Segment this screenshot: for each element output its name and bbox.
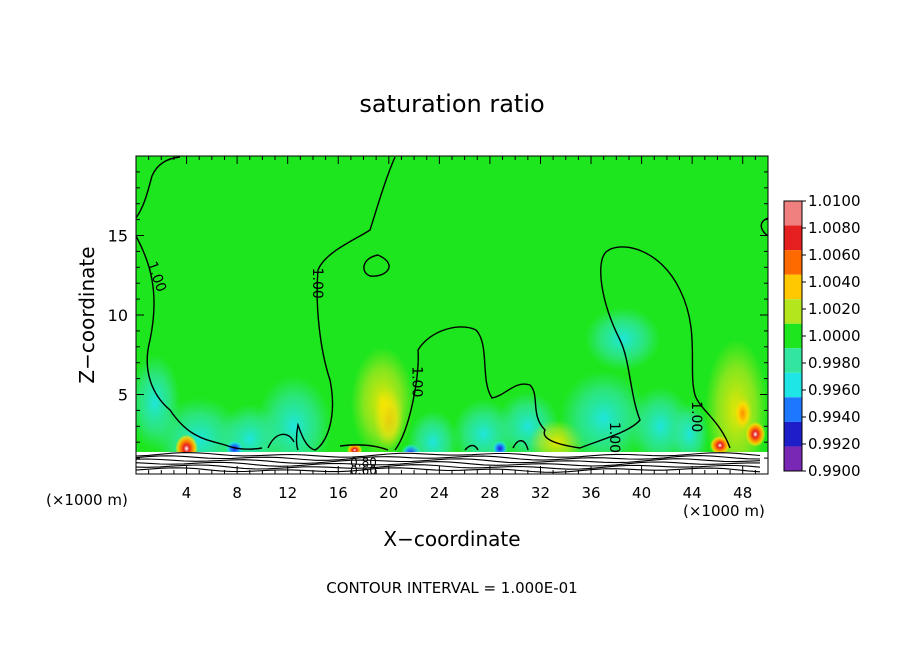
surface-contour-line (136, 458, 761, 464)
y-tick-label: 15 (108, 227, 128, 246)
contour-line (512, 440, 529, 451)
colorbar-segment (784, 250, 802, 275)
contour-label: 1.00 (688, 401, 704, 432)
field-anomaly (350, 346, 415, 459)
contour-line (363, 254, 390, 277)
field-anomaly (136, 354, 181, 451)
x-tick-label: 32 (531, 484, 550, 502)
contour-label: 1.00 (409, 366, 425, 397)
surface-contour-line (136, 461, 760, 467)
surface-contour-line (136, 452, 761, 458)
colorbar-segment (784, 201, 802, 226)
field-anomaly (732, 394, 753, 433)
colorbar-segment (784, 225, 802, 251)
x-tick-label: 36 (581, 484, 600, 502)
y-tick-labels: 5 10 15 (108, 227, 128, 405)
x-unit-label: (×1000 m) (683, 502, 765, 520)
colorbar-segment (784, 323, 802, 349)
x-tick-label: 16 (329, 484, 348, 502)
x-tick-label: 40 (632, 484, 651, 502)
colorbar-label: 0.9940 (808, 408, 861, 426)
contour-interval-note: CONTOUR INTERVAL = 1.000E-01 (326, 579, 577, 597)
contour-line (295, 156, 396, 451)
x-tick-labels: 4 8 12 16 20 24 28 32 36 40 44 48 (182, 484, 752, 502)
colorbar-label: 1.0020 (808, 300, 861, 318)
field-anomaly (559, 370, 648, 467)
colorbar-label: 0.9900 (808, 462, 861, 480)
contour-line (267, 433, 295, 449)
field-anomaly (670, 402, 709, 467)
colorbar-segment (784, 274, 802, 300)
contour-line (339, 444, 389, 451)
colorbar-label: 1.0000 (808, 327, 861, 345)
contour-label: 0.80 (350, 455, 377, 469)
colorbar-segment (784, 421, 802, 447)
chart-title: saturation ratio (359, 90, 544, 118)
contour-line (579, 246, 731, 449)
surface-contour-line (136, 464, 761, 470)
field-anomaly (745, 421, 766, 447)
x-tick-label: 12 (278, 484, 297, 502)
contour-line (464, 444, 479, 451)
z-unit-label: (×1000 m) (46, 491, 128, 509)
x-tick-label: 4 (182, 484, 192, 502)
colorbar-label: 1.0100 (808, 192, 861, 210)
x-axis-label: X−coordinate (383, 527, 520, 551)
field-anomaly (709, 435, 731, 455)
colorbar-segment (784, 348, 802, 373)
contour-line (136, 235, 263, 450)
contour-label: 0.60 (350, 463, 377, 477)
colorbar (783, 200, 806, 472)
contour-line (394, 326, 581, 451)
axis-ticks (135, 155, 769, 475)
contour-line (136, 156, 181, 219)
x-tick-label: 24 (430, 484, 449, 502)
colorbar-segment (784, 372, 802, 398)
contour-label: 1.00 (309, 268, 325, 299)
colorbar-labels: 1.0100 1.0080 1.0060 1.0040 1.0020 1.0000 0.99… (808, 192, 861, 480)
x-tick-label: 48 (733, 484, 752, 502)
plot-area (136, 156, 768, 474)
field-anomaly (584, 307, 661, 371)
contour-label: 1.00 (606, 422, 622, 453)
colorbar-label: 1.0080 (808, 219, 861, 237)
colorbar-segment (784, 446, 802, 471)
colorbar-segment (784, 397, 802, 422)
colorbar-label: 0.9960 (808, 381, 861, 399)
colorbar-label: 0.9980 (808, 354, 861, 372)
y-tick-label: 5 (118, 386, 128, 405)
x-tick-label: 8 (232, 484, 242, 502)
colorbar-label: 1.0040 (808, 273, 861, 291)
x-tick-label: 20 (379, 484, 398, 502)
x-tick-label: 28 (480, 484, 499, 502)
colorbar-segment (784, 299, 802, 324)
colorbar-label: 0.9920 (808, 435, 861, 453)
y-axis-label: Z−coordinate (75, 246, 99, 383)
x-tick-label: 44 (683, 484, 702, 502)
y-tick-label: 10 (108, 306, 128, 325)
colorbar-label: 1.0060 (808, 246, 861, 264)
surface-contour-line (136, 455, 761, 461)
